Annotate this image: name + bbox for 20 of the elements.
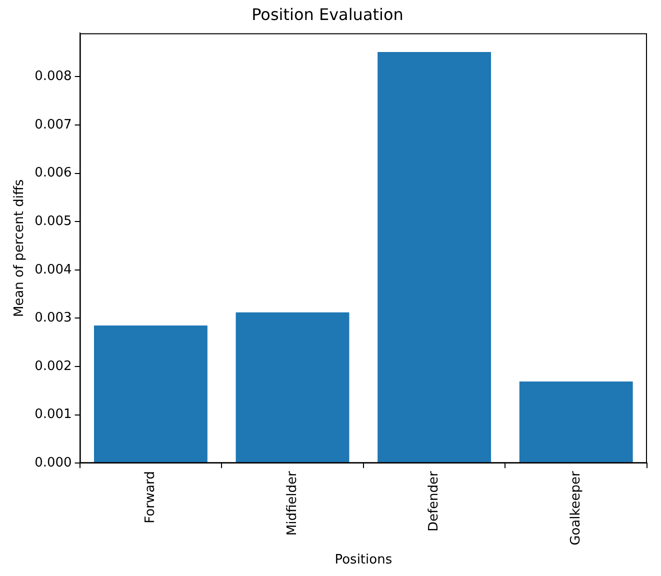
- bar: [519, 382, 633, 463]
- y-tick-label: 0.004: [34, 262, 72, 278]
- x-axis-title: Positions: [334, 552, 392, 568]
- y-tick-label: 0.000: [34, 456, 72, 471]
- y-tick-label: 0.005: [34, 214, 72, 229]
- y-tick-label: 0.006: [34, 166, 72, 181]
- y-tick-label: 0.008: [34, 69, 72, 84]
- x-tick-label: Midfielder: [284, 470, 300, 536]
- y-axis-title: Mean of percent diffs: [12, 179, 28, 318]
- y-tick-label: 0.002: [34, 358, 72, 374]
- bar: [378, 52, 492, 463]
- bar: [94, 325, 208, 463]
- y-tick-label: 0.007: [34, 117, 72, 132]
- y-tick-label: 0.003: [34, 310, 72, 326]
- chart-title: Position Evaluation: [252, 4, 404, 24]
- x-tick-label: Forward: [143, 471, 158, 524]
- bar: [236, 312, 350, 463]
- x-tick-label: Goalkeeper: [568, 470, 584, 546]
- y-tick-label: 0.001: [34, 407, 72, 422]
- x-tick-label: Defender: [426, 470, 442, 532]
